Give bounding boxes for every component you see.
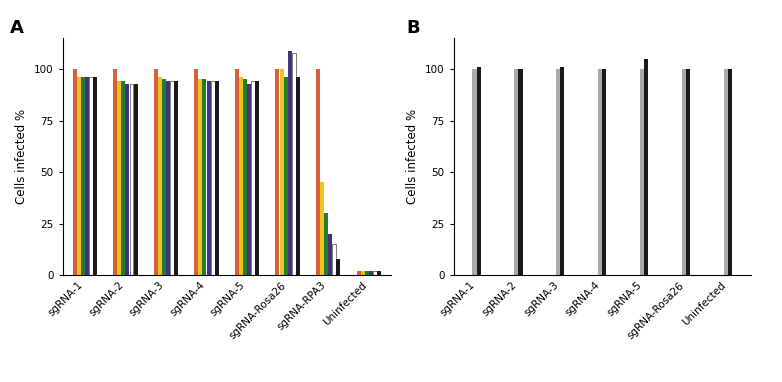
Bar [214, 81, 219, 275]
Bar [292, 53, 296, 275]
Bar [284, 77, 288, 275]
Bar [640, 69, 644, 275]
Bar [377, 271, 381, 275]
Bar [93, 77, 97, 275]
Bar [210, 81, 214, 275]
Bar [206, 81, 210, 275]
Bar [561, 67, 565, 275]
Bar [235, 69, 239, 275]
Bar [288, 50, 292, 275]
Bar [117, 81, 121, 275]
Bar [89, 77, 93, 275]
Bar [644, 59, 648, 275]
Bar [85, 77, 89, 275]
Bar [73, 69, 77, 275]
Bar [328, 234, 332, 275]
Bar [121, 81, 125, 275]
Bar [682, 69, 686, 275]
Bar [332, 244, 336, 275]
Bar [113, 69, 117, 275]
Bar [518, 69, 522, 275]
Bar [77, 77, 81, 275]
Bar [515, 69, 518, 275]
Bar [336, 259, 340, 275]
Bar [361, 271, 364, 275]
Bar [324, 213, 328, 275]
Bar [199, 79, 203, 275]
Text: A: A [10, 19, 24, 37]
Bar [251, 81, 255, 275]
Bar [598, 69, 602, 275]
Bar [602, 69, 606, 275]
Y-axis label: Cells infected %: Cells infected % [16, 109, 28, 204]
Bar [81, 77, 84, 275]
Bar [255, 81, 259, 275]
Text: B: B [406, 19, 420, 37]
Bar [203, 79, 206, 275]
Bar [476, 67, 481, 275]
Bar [364, 271, 368, 275]
Bar [125, 84, 130, 275]
Bar [373, 271, 377, 275]
Bar [134, 84, 138, 275]
Bar [154, 69, 158, 275]
Bar [162, 79, 166, 275]
Bar [472, 69, 476, 275]
Bar [728, 69, 732, 275]
Bar [316, 69, 320, 275]
Bar [174, 81, 178, 275]
Bar [686, 69, 690, 275]
Bar [195, 69, 199, 275]
Bar [275, 69, 279, 275]
Bar [243, 79, 247, 275]
Bar [279, 69, 284, 275]
Bar [239, 77, 243, 275]
Bar [369, 271, 373, 275]
Bar [158, 77, 162, 275]
Bar [320, 182, 324, 275]
Bar [170, 81, 174, 275]
Bar [357, 271, 361, 275]
Bar [166, 81, 170, 275]
Y-axis label: Cells infected %: Cells infected % [407, 109, 419, 204]
Bar [556, 69, 560, 275]
Bar [130, 84, 134, 275]
Bar [723, 69, 728, 275]
Bar [296, 77, 300, 275]
Bar [247, 84, 251, 275]
